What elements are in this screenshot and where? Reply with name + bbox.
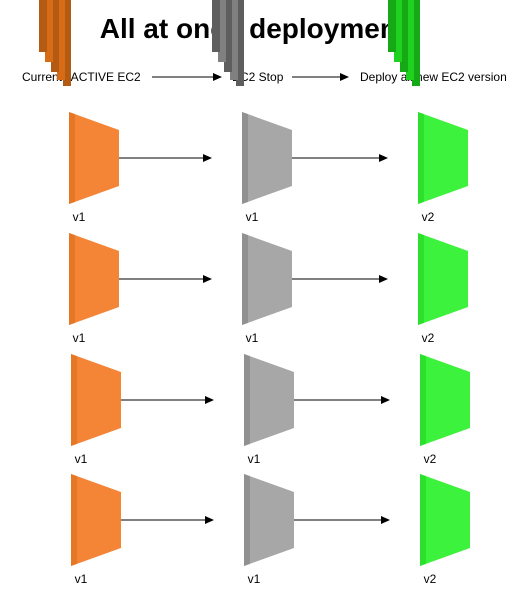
- version-label-deploy: v2: [424, 452, 437, 466]
- ec2-instance-icon: [41, 0, 121, 566]
- ec2-instance-icon-face-edge: [244, 354, 250, 446]
- version-label-active: v1: [73, 210, 86, 224]
- ec2-instance-icon-face: [420, 474, 470, 566]
- header-stage-active: Currents ACTIVE EC2: [22, 70, 141, 84]
- ec2-instance-icon-face-edge: [242, 112, 248, 204]
- ec2-instance-icon-face: [242, 233, 292, 325]
- version-label-active: v1: [73, 331, 86, 345]
- flow-arrow-head: [205, 396, 214, 404]
- version-label-deploy: v2: [422, 210, 435, 224]
- instance-rows: v1 v1 v2 v1 v1 v2 v1 v1 v2 v1 v1 v2: [39, 0, 470, 586]
- ec2-instance-icon-face: [242, 112, 292, 204]
- ec2-instance-icon-face-edge: [244, 474, 250, 566]
- version-label-stop: v1: [248, 452, 261, 466]
- ec2-instance-icon-face-edge: [418, 112, 424, 204]
- flow-arrow-head: [379, 154, 388, 162]
- ec2-instance-icon-face-edge: [420, 354, 426, 446]
- ec2-instance-icon-slat: [214, 0, 220, 52]
- ec2-instance-icon-face: [244, 354, 294, 446]
- instance-row: v1 v1 v2: [41, 0, 470, 586]
- ec2-instance-icon-face-edge: [69, 233, 75, 325]
- ec2-instance-icon: [214, 0, 294, 566]
- ec2-instance-icon-face-edge: [71, 354, 77, 446]
- ec2-instance-icon-face: [418, 233, 468, 325]
- ec2-instance-icon-slat: [47, 0, 53, 62]
- ec2-instance-icon-slat: [41, 0, 47, 52]
- ec2-instance-icon-slat: [390, 0, 396, 52]
- ec2-instance-icon-face: [420, 354, 470, 446]
- header-arrow-2-head: [340, 73, 349, 81]
- ec2-instance-icon-slat: [53, 0, 59, 72]
- ec2-instance-icon-slat: [408, 0, 414, 80]
- ec2-instance-icon-slat: [414, 0, 420, 86]
- ec2-instance-icon-face: [71, 474, 121, 566]
- ec2-instance-icon-face: [69, 233, 119, 325]
- ec2-instance-icon-face: [71, 354, 121, 446]
- ec2-instance-icon-slat: [59, 0, 65, 80]
- ec2-instance-icon-face-edge: [71, 474, 77, 566]
- header-stage-stop: EC2 Stop: [232, 70, 284, 84]
- version-label-deploy: v2: [422, 331, 435, 345]
- flow-arrow-head: [379, 275, 388, 283]
- ec2-instance-icon-slat: [396, 0, 402, 62]
- flow-arrow-head: [205, 516, 214, 524]
- version-label-stop: v1: [246, 331, 259, 345]
- flow-arrow-head: [203, 275, 212, 283]
- version-label-stop: v1: [248, 572, 261, 586]
- ec2-instance-icon-face-edge: [420, 474, 426, 566]
- ec2-instance-icon-face: [418, 112, 468, 204]
- ec2-instance-icon-face: [244, 474, 294, 566]
- ec2-instance-icon-face-edge: [242, 233, 248, 325]
- flow-arrow-head: [203, 154, 212, 162]
- header-row: Currents ACTIVE EC2 EC2 Stop Deploy all …: [22, 70, 507, 84]
- ec2-instance-icon-slat: [232, 0, 238, 80]
- ec2-instance-icon-slat: [238, 0, 244, 86]
- ec2-instance-icon-slat: [402, 0, 408, 72]
- version-label-stop: v1: [246, 210, 259, 224]
- ec2-instance-icon-face-edge: [69, 112, 75, 204]
- ec2-instance-icon-slat: [226, 0, 232, 72]
- ec2-instance-icon-slat: [65, 0, 71, 86]
- diagram-title: All at once deployment: [100, 13, 407, 44]
- ec2-instance-icon-face: [69, 112, 119, 204]
- version-label-active: v1: [75, 452, 88, 466]
- ec2-instance-icon: [390, 0, 470, 566]
- ec2-instance-icon-face-edge: [418, 233, 424, 325]
- header-arrow-1-head: [213, 73, 222, 81]
- version-label-active: v1: [75, 572, 88, 586]
- flow-arrow-head: [381, 516, 390, 524]
- version-label-deploy: v2: [424, 572, 437, 586]
- header-stage-deploy: Deploy all new EC2 version: [360, 70, 507, 84]
- flow-arrow-head: [381, 396, 390, 404]
- ec2-instance-icon-slat: [220, 0, 226, 62]
